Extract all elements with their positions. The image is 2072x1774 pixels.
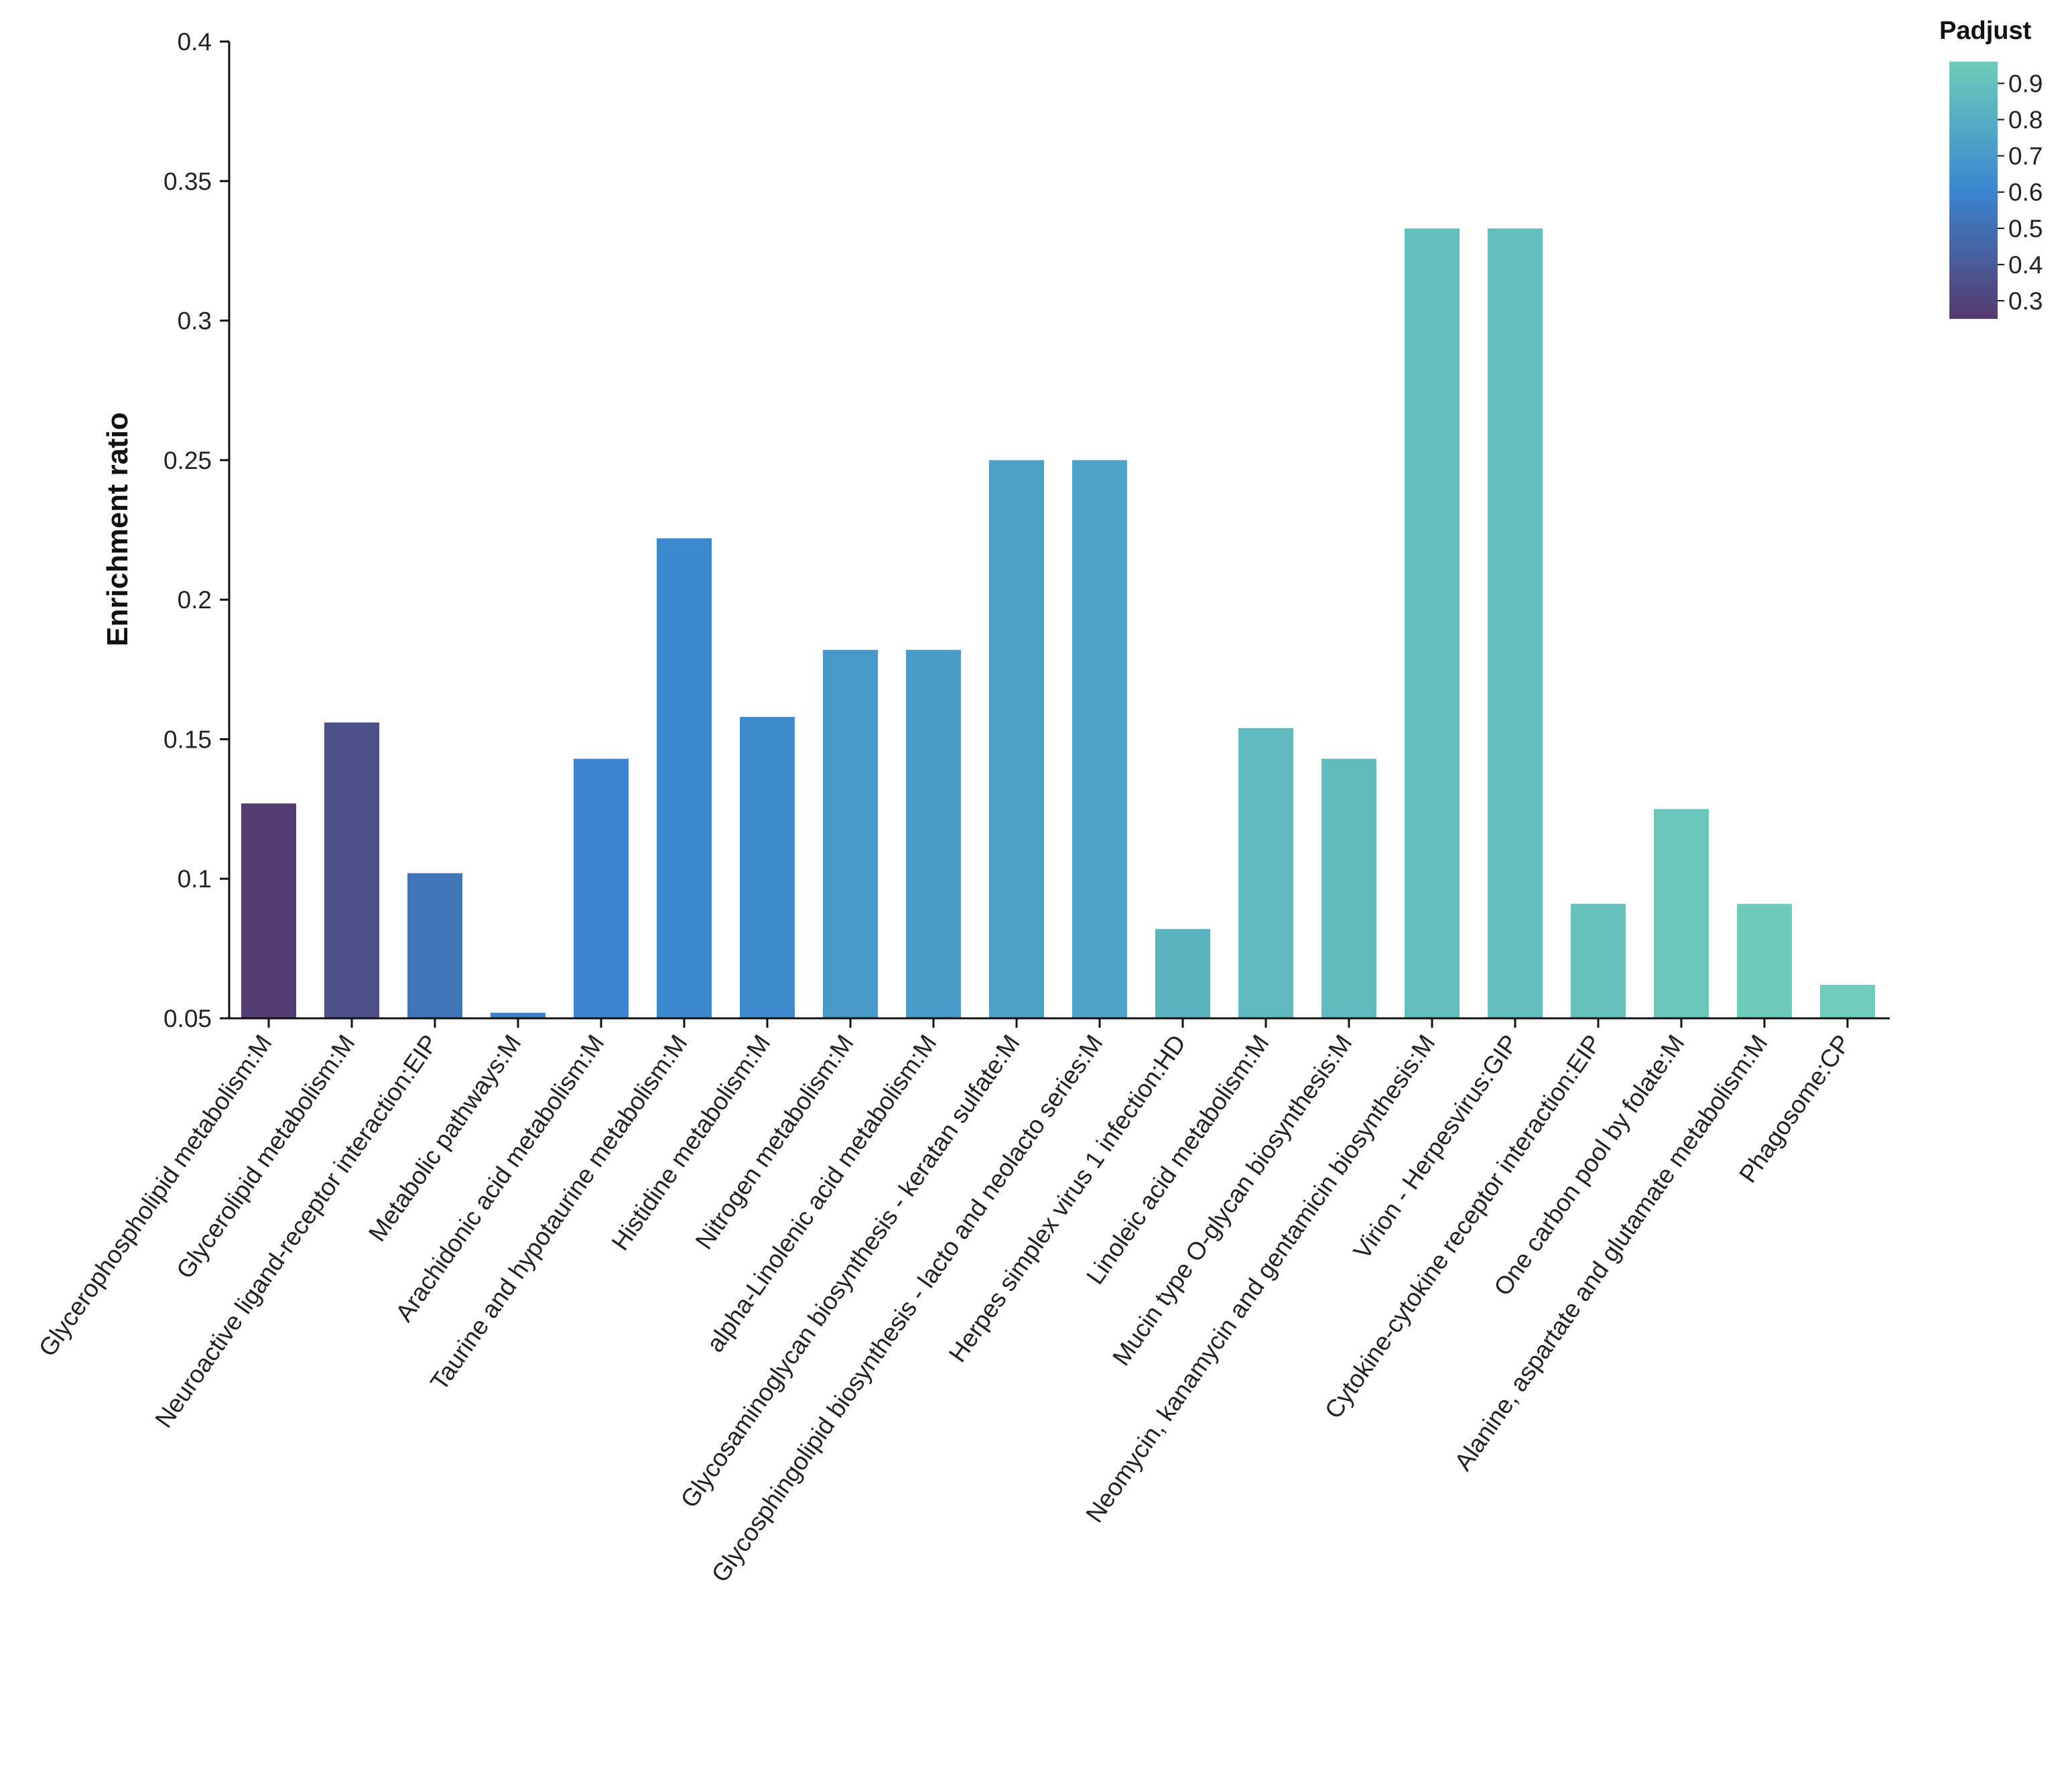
y-tick-label: 0.2 (178, 586, 212, 614)
bar (1571, 904, 1626, 1018)
bar (241, 803, 296, 1018)
legend-tick-label: 0.6 (2008, 179, 2043, 206)
bar (1737, 904, 1792, 1018)
legend-tick-label: 0.5 (2008, 215, 2043, 243)
legend-color-bar (1949, 62, 1998, 319)
bar (1072, 460, 1127, 1018)
bar (740, 717, 795, 1018)
x-tick-label: Metabolic pathways:M (363, 1030, 527, 1246)
bar (989, 460, 1044, 1018)
legend: Padjust 0.9 0.8 0.7 0.6 0.5 0.4 0.3 (1939, 17, 2043, 319)
bar (407, 873, 462, 1018)
bar (1238, 728, 1293, 1018)
bar (1654, 809, 1709, 1018)
y-axis-title: Enrichment ratio (101, 412, 134, 646)
x-tick-label: Nitrogen metabolism:M (690, 1030, 859, 1254)
bar (657, 538, 712, 1018)
bar (906, 650, 961, 1018)
y-axis: 0.05 0.1 0.15 0.2 0.25 0.3 0.35 0.4 (164, 28, 231, 1032)
legend-tick-label: 0.9 (2008, 70, 2043, 97)
bar (491, 1012, 545, 1018)
y-tick-label: 0.25 (164, 447, 212, 474)
y-tick-label: 0.15 (164, 726, 212, 753)
y-tick-label: 0.35 (164, 167, 212, 195)
bar (823, 650, 878, 1018)
legend-tick-label: 0.3 (2008, 287, 2043, 315)
x-tick-label: Virion - Herpesvirus:GIP (1348, 1030, 1524, 1264)
bars (241, 228, 1875, 1019)
bar (324, 722, 379, 1018)
legend-tick-label: 0.7 (2008, 143, 2043, 170)
y-tick-label: 0.3 (178, 308, 212, 335)
bar (574, 758, 629, 1018)
bar (1405, 228, 1460, 1019)
legend-ticks: 0.9 0.8 0.7 0.6 0.5 0.4 0.3 (1998, 70, 2043, 315)
y-tick-label: 0.4 (178, 28, 212, 56)
legend-tick-label: 0.4 (2008, 251, 2043, 279)
y-tick-label: 0.05 (164, 1005, 212, 1032)
y-tick-label: 0.1 (178, 866, 212, 893)
bar (1820, 985, 1875, 1018)
x-tick-label: Histidine metabolism:M (606, 1030, 776, 1255)
legend-tick-label: 0.8 (2008, 107, 2043, 134)
bar (1321, 758, 1376, 1018)
x-axis: Glycerophospholipid metabolism:MGlycerol… (34, 1017, 1890, 1587)
x-tick-label: Glycosphingolipid biosynthesis - lacto a… (706, 1030, 1108, 1587)
bar (1155, 929, 1210, 1018)
legend-title: Padjust (1939, 17, 2032, 45)
x-tick-label: Alanine, aspartate and glutamate metabol… (1449, 1030, 1773, 1475)
bar (1488, 228, 1543, 1019)
